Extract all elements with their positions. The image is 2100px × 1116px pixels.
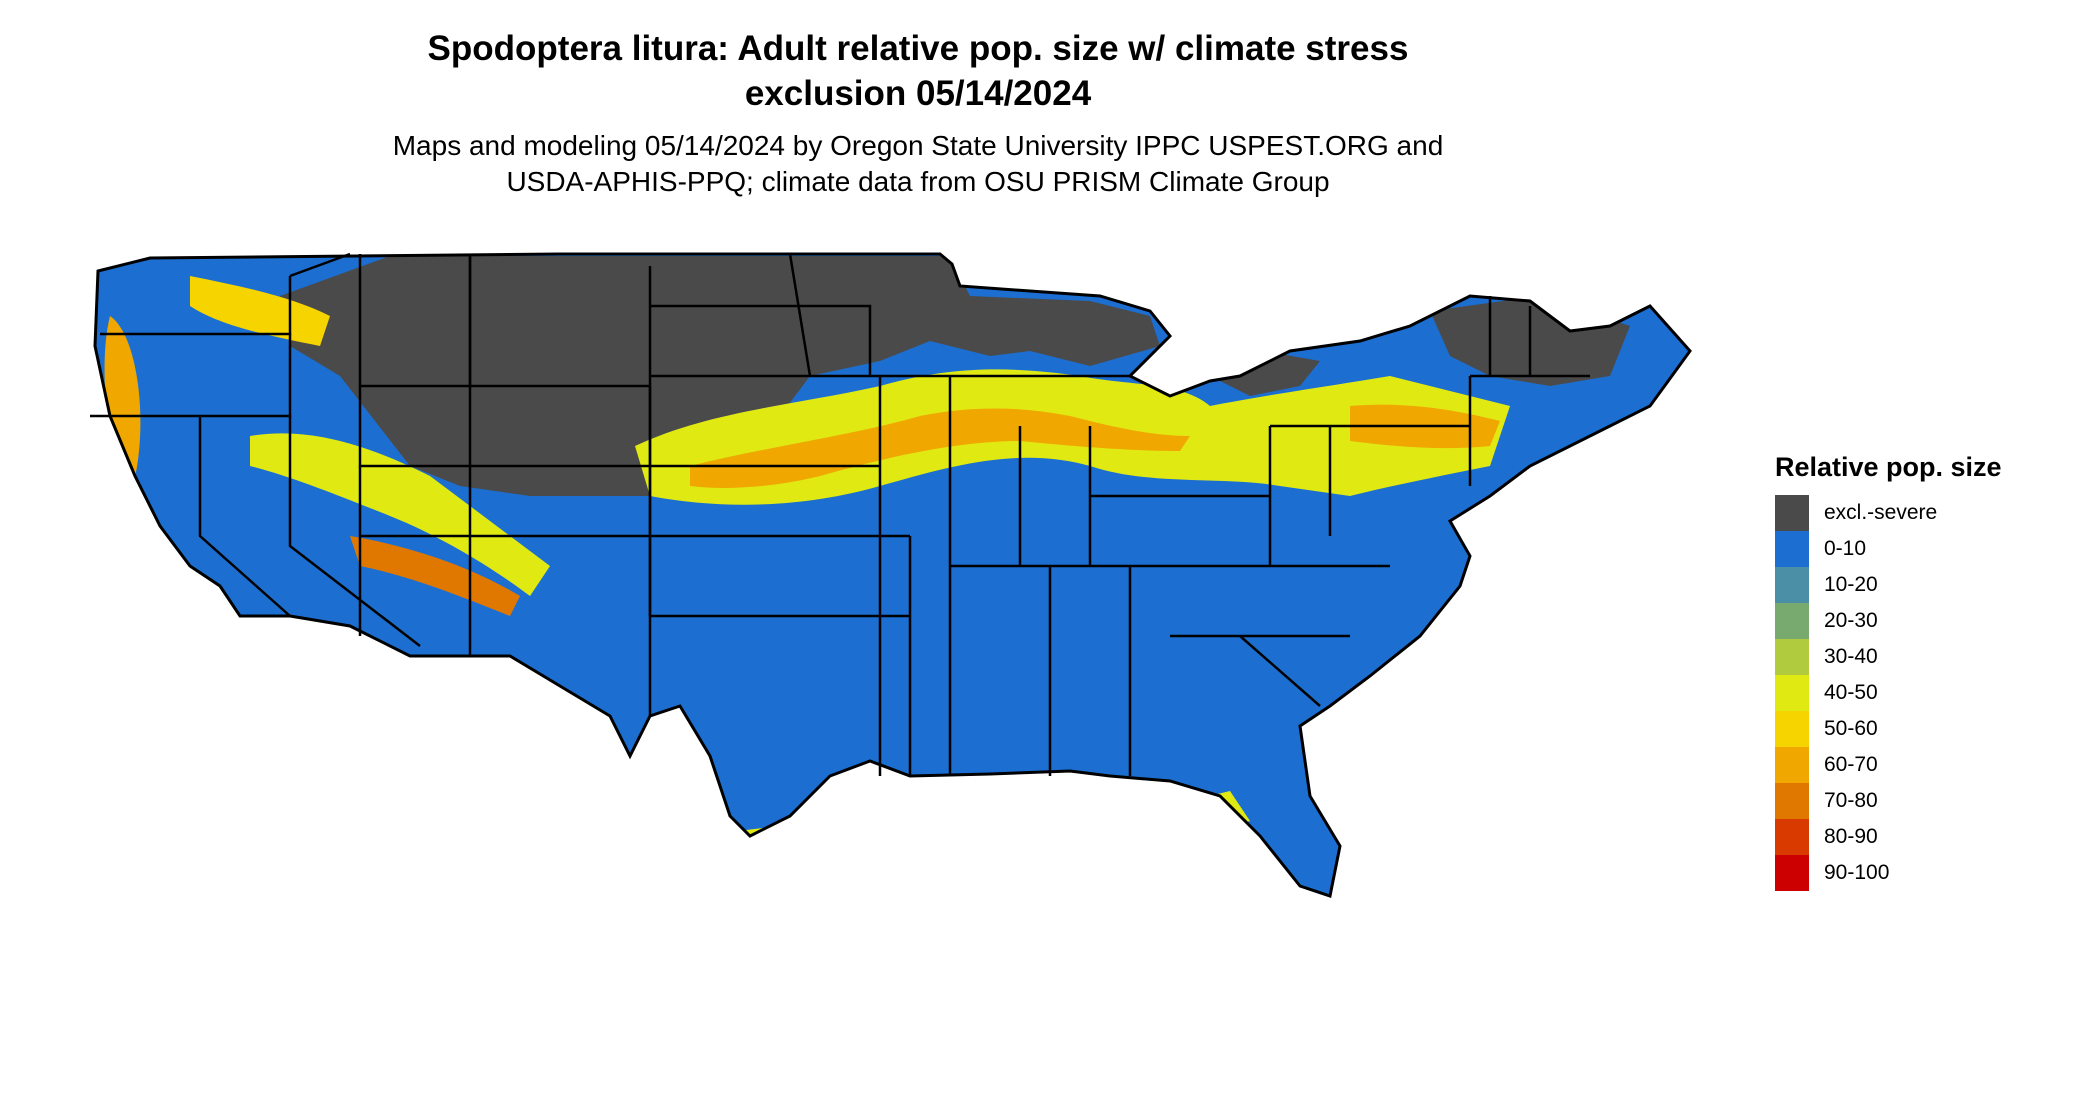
legend-item-10-20: 10-20 [1775, 567, 2002, 603]
legend-item-0-10: 0-10 [1775, 531, 2002, 567]
legend-label: 60-70 [1824, 753, 1878, 777]
subtitle-line-1: Maps and modeling 05/14/2024 by Oregon S… [0, 128, 1836, 164]
legend-title: Relative pop. size [1775, 452, 2002, 483]
legend-item-20-30: 20-30 [1775, 603, 2002, 639]
map-subtitle: Maps and modeling 05/14/2024 by Oregon S… [0, 128, 1836, 200]
subtitle-line-2: USDA-APHIS-PPQ; climate data from OSU PR… [0, 164, 1836, 200]
legend-label: 30-40 [1824, 645, 1878, 669]
legend-items: excl.-severe 0-10 10-20 20-30 30-40 40-5… [1775, 495, 2002, 891]
legend-swatch [1775, 783, 1809, 819]
legend-swatch [1775, 675, 1809, 711]
legend-label: 20-30 [1824, 609, 1878, 633]
legend-label: 0-10 [1824, 537, 1866, 561]
mid-risk-band-south [610, 791, 1250, 896]
legend-swatch [1775, 747, 1809, 783]
legend-swatch [1775, 567, 1809, 603]
legend-item-60-70: 60-70 [1775, 747, 2002, 783]
legend-item-70-80: 70-80 [1775, 783, 2002, 819]
legend-swatch [1775, 495, 1809, 531]
legend-item-50-60: 50-60 [1775, 711, 2002, 747]
legend-item-90-100: 90-100 [1775, 855, 2002, 891]
title-line-2: exclusion 05/14/2024 [0, 71, 1836, 116]
legend-swatch [1775, 639, 1809, 675]
legend-swatch [1775, 855, 1809, 891]
legend-label: excl.-severe [1824, 501, 1937, 525]
legend-item-80-90: 80-90 [1775, 819, 2002, 855]
legend-swatch [1775, 603, 1809, 639]
legend-item-30-40: 30-40 [1775, 639, 2002, 675]
legend-label: 90-100 [1824, 861, 1889, 885]
mid-risk-gulf-texas [920, 856, 990, 936]
legend-label: 10-20 [1824, 573, 1878, 597]
legend-label: 40-50 [1824, 681, 1878, 705]
legend: Relative pop. size excl.-severe 0-10 10-… [1775, 452, 2002, 891]
legend-label: 80-90 [1824, 825, 1878, 849]
legend-swatch [1775, 711, 1809, 747]
title-line-1: Spodoptera litura: Adult relative pop. s… [0, 26, 1836, 71]
heatmap-layer [90, 236, 1740, 1116]
legend-item-excl-severe: excl.-severe [1775, 495, 2002, 531]
legend-item-40-50: 40-50 [1775, 675, 2002, 711]
us-map [90, 236, 1740, 1116]
legend-swatch [1775, 531, 1809, 567]
legend-label: 70-80 [1824, 789, 1878, 813]
legend-label: 50-60 [1824, 717, 1878, 741]
legend-swatch [1775, 819, 1809, 855]
map-title: Spodoptera litura: Adult relative pop. s… [0, 26, 1836, 116]
